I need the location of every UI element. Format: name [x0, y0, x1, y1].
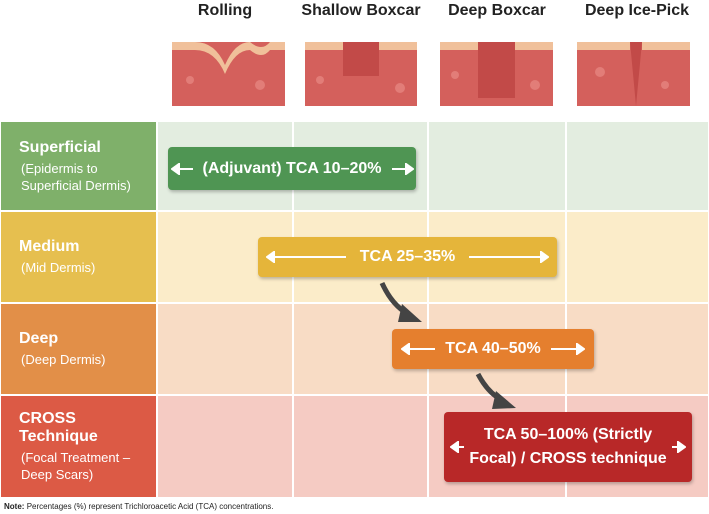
arrow-left: [170, 162, 193, 175]
row-title: Medium: [19, 238, 80, 255]
cell: [566, 121, 709, 211]
arrow-right: [469, 251, 550, 263]
cell: [428, 121, 566, 211]
row-title: Deep: [19, 330, 59, 347]
row-subtitle: (Focal Treatment – Deep Scars): [21, 450, 131, 482]
column-header: Shallow Boxcar: [301, 2, 421, 19]
row-title: Superficial: [19, 138, 101, 156]
cell: [293, 395, 428, 498]
treatment-bar: TCA 25–35%: [258, 237, 557, 277]
treatment-label: TCA 50–100% (Strictly Focal) / CROSS tec…: [469, 426, 667, 467]
arrow-left: [401, 343, 436, 355]
cell: [157, 395, 293, 498]
column-header: Deep Ice-Pick: [584, 2, 690, 19]
row-title: CROSS Technique: [19, 410, 98, 445]
arrow-left: [265, 251, 346, 263]
footnote: Note: Percentages (%) represent Trichlor…: [4, 502, 273, 511]
row-subtitle: (Mid Dermis): [21, 260, 96, 275]
cell: [157, 303, 293, 395]
row-label: Medium (Mid Dermis): [0, 211, 157, 303]
treatment-label: TCA 40–50%: [445, 340, 541, 357]
note-text: Percentages (%) represent Trichloroaceti…: [26, 502, 274, 511]
column-header: Rolling: [197, 2, 253, 19]
scar-illustrations: [172, 42, 690, 106]
row-label: CROSS Technique (Focal Treatment – Deep S…: [0, 395, 157, 498]
treatment-bar: TCA 40–50%: [392, 329, 594, 369]
note-label: Note:: [4, 502, 25, 511]
treatment-label: (Adjuvant) TCA 10–20%: [202, 159, 382, 177]
column-header: Deep Boxcar: [448, 2, 546, 19]
cell: [566, 211, 709, 303]
arrow-right: [672, 441, 686, 453]
row-label: Superficial (Epidermis to Superficial Der…: [0, 121, 157, 211]
treatment-bar: (Adjuvant) TCA 10–20%: [168, 147, 416, 190]
treatment-bar: TCA 50–100% (Strictly Focal) / CROSS tec…: [444, 412, 692, 482]
row-subtitle: (Epidermis to Superficial Dermis): [21, 160, 131, 193]
row-subtitle: (Deep Dermis): [21, 352, 106, 367]
arrow-right: [550, 343, 585, 355]
treatment-label: TCA 25–35%: [359, 248, 456, 265]
arrow-left: [450, 441, 464, 453]
arrow-right: [391, 162, 414, 175]
row-label: Deep (Deep Dermis): [0, 303, 157, 395]
